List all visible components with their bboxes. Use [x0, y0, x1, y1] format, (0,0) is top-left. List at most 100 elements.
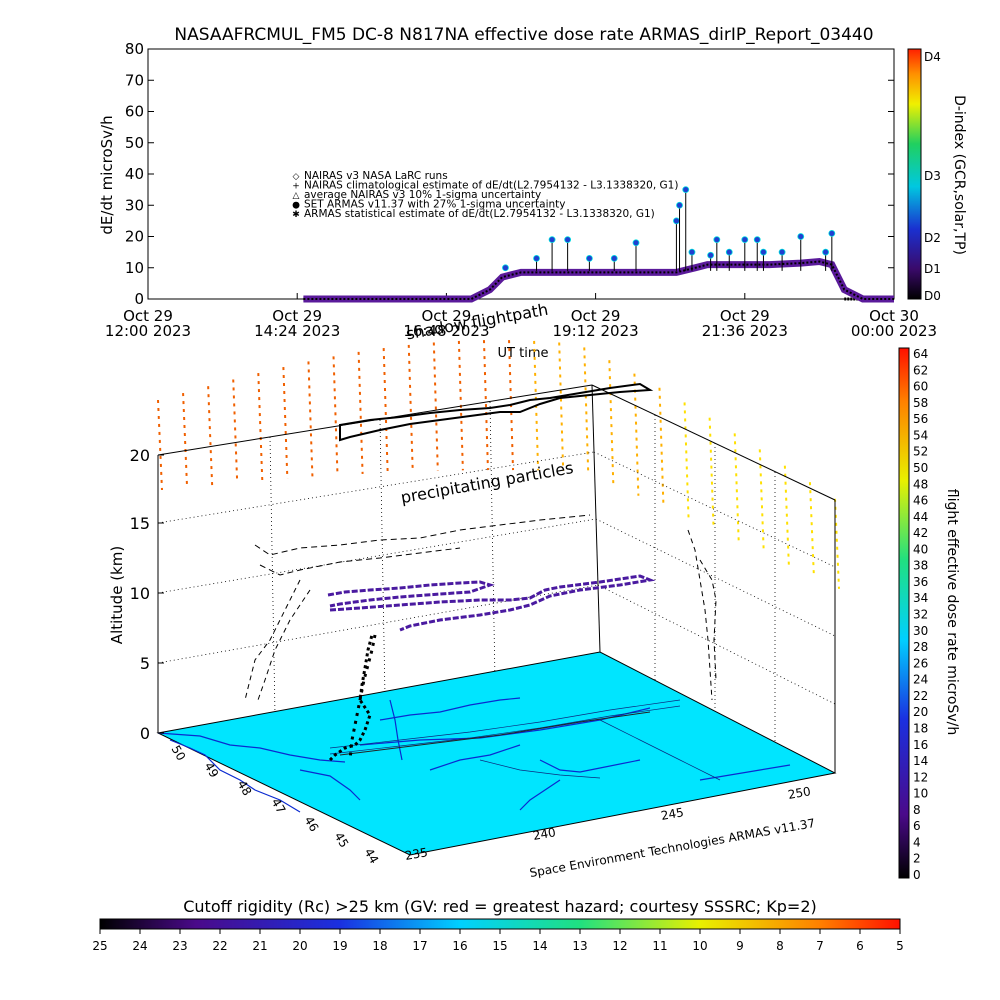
cutoff-tick-label: 7: [816, 939, 824, 953]
latitude-tick: 44: [362, 846, 382, 866]
dose-colorbar-tick: 22: [913, 689, 928, 703]
altitude-tick-label: 20: [130, 446, 150, 465]
altitude-label: Altitude (km): [108, 546, 126, 644]
armas-point: [753, 236, 761, 244]
timeseries-panel: 0 10 20 30 40 50 60 70 80 dE/dt microSv/h Oct 29…: [98, 40, 967, 361]
legend-entry: average NAIRAS v3 10% 1-sigma uncertaint…: [304, 189, 541, 201]
x-tick-label-line2: 12:00 2023: [105, 322, 191, 340]
d-index-tick: D2: [924, 231, 941, 245]
shadow-flightpath-wall: [254, 514, 591, 556]
y-tick-label: 70: [125, 71, 144, 89]
dose-colorbar-tick: 40: [913, 542, 928, 556]
d-index-colorbar: [907, 48, 922, 300]
shadow-flightpath-ground: [328, 634, 374, 762]
x-tick-label-line1: Oct 29: [123, 307, 173, 325]
legend-symbol: ◇: [293, 172, 300, 182]
cutoff-tick-label: 23: [172, 939, 187, 953]
longitude-tick: 245: [660, 805, 685, 823]
altitude-tick-label: 5: [140, 654, 150, 673]
latitude-tick: 45: [332, 830, 352, 850]
cutoff-tick-label: 9: [736, 939, 744, 953]
latitude-tick: 50: [169, 743, 189, 763]
cutoff-tick-label: 14: [532, 939, 547, 953]
dose-colorbar-tick: 52: [913, 445, 928, 459]
x-tick-label-line2: 16:48 2023: [403, 322, 489, 340]
dose-colorbar-tick: 38: [913, 559, 928, 573]
legend-entry: NAIRAS climatological estimate of dE/dt(…: [304, 180, 678, 192]
y-tick-label: 30: [125, 196, 144, 214]
particle-column: [783, 465, 790, 565]
armas-point: [778, 248, 786, 256]
particle-column: [583, 347, 590, 475]
dose-colorbar-tick: 32: [913, 608, 928, 622]
nairas-series-band: [303, 257, 894, 303]
dose-colorbar-tick: 0: [913, 868, 921, 882]
armas-point: [610, 254, 618, 262]
armas-point: [676, 201, 683, 209]
chart-title: NASAAFRCMUL_FM5 DC-8 N817NA effective do…: [174, 25, 873, 45]
altitude-tick-label: 15: [130, 514, 150, 533]
particle-column: [658, 387, 665, 507]
cutoff-tick-label: 22: [212, 939, 227, 953]
particle-column: [382, 348, 389, 473]
timeseries-y-axis: 0 10 20 30 40 50 60 70 80: [125, 40, 894, 308]
cutoff-tick-label: 5: [896, 939, 904, 953]
legend-entry: SET ARMAS v11.37 with 27% 1-sigma uncert…: [304, 199, 566, 211]
x-tick-label-line1: Oct 30: [869, 307, 919, 325]
dose-colorbar-tick: 48: [913, 477, 928, 491]
armas-point: [673, 217, 680, 225]
armas-point: [797, 233, 805, 240]
armas-point: [533, 254, 540, 262]
y-tick-label: 80: [125, 40, 144, 58]
particle-column: [257, 373, 264, 482]
dose-colorbar-tick: 42: [913, 526, 928, 540]
timeseries-x-label: UT time: [498, 346, 549, 361]
particle-column: [232, 379, 239, 484]
particle-column: [407, 344, 414, 472]
shadow-flightpath-right: [687, 529, 717, 701]
ground-track: [339, 711, 651, 756]
flightpath-3d-panel: shadow flightpath precipitating particle…: [92, 300, 960, 953]
particle-column: [432, 342, 439, 471]
cutoff-tick-label: 13: [572, 939, 587, 953]
particle-column: [457, 340, 464, 471]
legend-entry: ARMAS statistical estimate of dE/dt(L2.7…: [304, 208, 655, 220]
cutoff-tick-label: 10: [692, 939, 707, 953]
particle-column: [834, 498, 840, 589]
dose-colorbar-tick: 4: [913, 835, 921, 849]
armas-point: [707, 251, 715, 259]
armas-point: [682, 186, 690, 194]
cutoff-tick-label: 17: [412, 939, 427, 953]
shadow-flightpath-wall-2: [259, 547, 461, 576]
particle-column: [282, 366, 289, 480]
dose-colorbar-tick: 46: [913, 494, 928, 508]
shadow-flightpath-top: [339, 382, 654, 442]
cutoff-tick-label: 12: [612, 939, 627, 953]
dose-colorbar-ticks: 0246810121416182022242628303234363840424…: [913, 347, 928, 882]
ground-region-lines: [329, 699, 721, 781]
precipitating-particles-field: [157, 340, 840, 589]
legend-symbol: +: [292, 182, 300, 192]
d-index-ticks: D0 D1 D2 D3 D4: [924, 50, 941, 303]
longitude-axis: 235 240 245 250: [404, 784, 812, 863]
dose-colorbar-tick: 28: [913, 640, 928, 654]
particle-column: [808, 482, 815, 577]
armas-point: [713, 236, 721, 244]
dose-colorbar-tick: 8: [913, 803, 921, 817]
dose-colorbar: [898, 347, 910, 879]
dose-colorbar-tick: 44: [913, 510, 928, 524]
dose-colorbar-tick: 56: [913, 412, 928, 426]
longitude-tick: 250: [787, 784, 812, 802]
timeseries-marks: [303, 186, 894, 303]
particle-column: [357, 351, 364, 474]
altitude-tick-label: 10: [130, 584, 150, 603]
x-tick-label-line1: Oct 29: [422, 307, 472, 325]
latitude-axis: 44 45 46 47 48 49 50: [169, 743, 382, 866]
legend-entry: NAIRAS v3 NASA LaRC runs: [304, 170, 448, 182]
particle-column: [482, 340, 489, 471]
d-index-label: D-index (GCR,solar,TP): [951, 95, 967, 255]
armas-point: [548, 236, 556, 244]
d-index-tick: D0: [924, 289, 941, 303]
